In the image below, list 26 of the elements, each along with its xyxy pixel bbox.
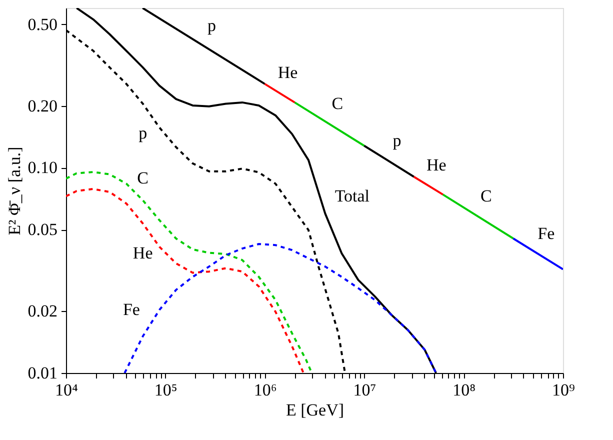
series-label: p [392, 131, 402, 150]
x-tick-label: 10⁷ [353, 380, 376, 400]
series-label: C [332, 94, 344, 114]
series-label: C [137, 168, 149, 188]
x-tick-label: 10⁵ [154, 380, 178, 400]
y-tick-label: 0.05 [28, 220, 58, 240]
series-label: Fe [122, 300, 140, 319]
series-label: Total [334, 186, 370, 206]
series-label: p [138, 124, 148, 143]
series-label: Fe [538, 224, 555, 243]
x-tick-label: 10⁶ [254, 380, 277, 400]
y-tick-label: 0.10 [28, 158, 58, 178]
series-label: He [132, 243, 153, 262]
x-axis-title: E [GeV] [286, 400, 344, 420]
y-tick-label: 0.50 [28, 14, 58, 34]
y-tick-label: 0.20 [28, 96, 58, 116]
y-tick-label: 0.01 [28, 364, 58, 382]
series-label: He [426, 156, 446, 175]
x-tick-label: 10⁹ [552, 380, 576, 400]
x-tick-label: 10⁴ [55, 380, 78, 400]
series-label: C [480, 186, 492, 206]
y-tick-label: 0.02 [28, 302, 58, 321]
series-label: He [278, 63, 298, 82]
series-label: p [207, 16, 216, 35]
x-tick-label: 10⁸ [452, 380, 476, 400]
y-axis-title: E² Φ̄_ν [a.u.] [4, 146, 24, 236]
